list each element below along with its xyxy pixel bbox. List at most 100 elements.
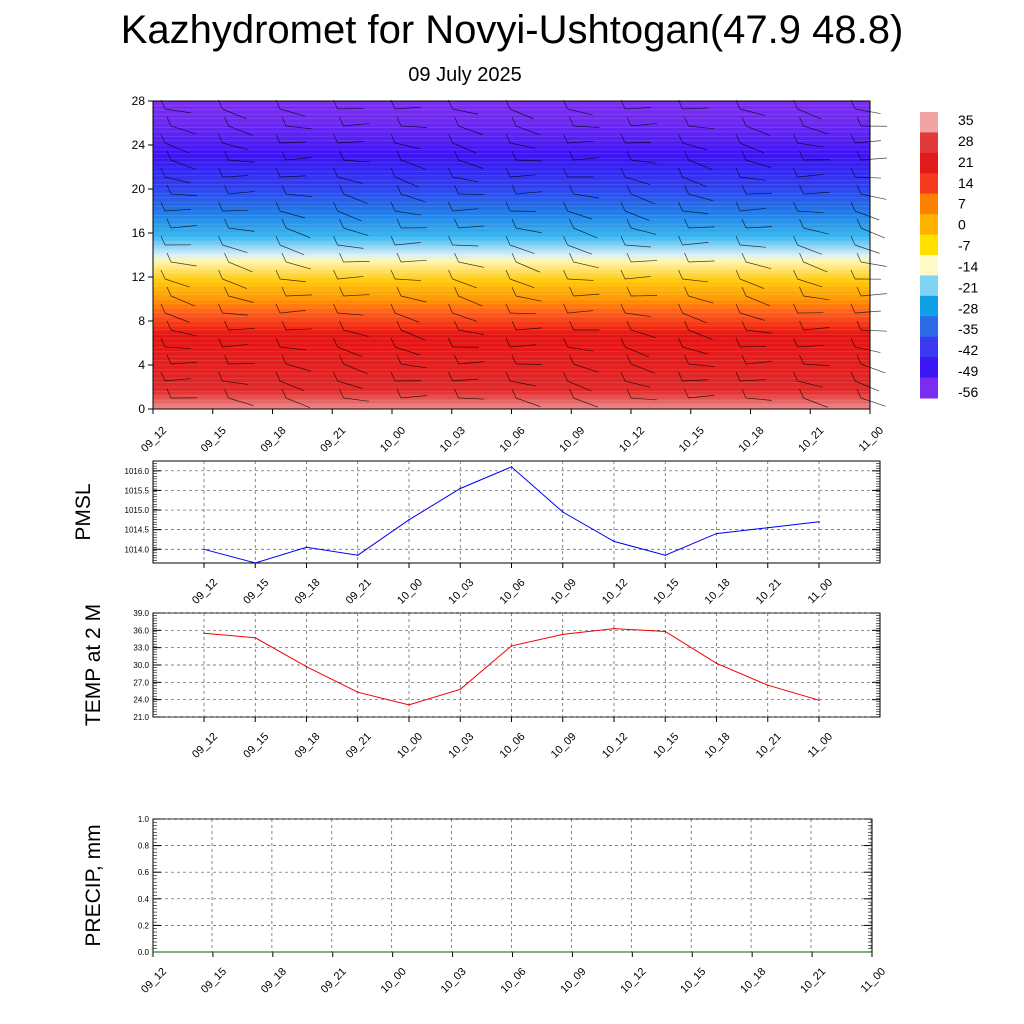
wind-barb — [573, 193, 600, 199]
wind-barb — [803, 227, 829, 235]
chart-title: Kazhydromet for Novyi-Ushtogan(47.9 48.8… — [120, 8, 904, 52]
colorbar-swatch — [920, 214, 938, 236]
wind-barb — [343, 329, 369, 337]
wind-barb-flag — [678, 133, 683, 144]
data-point — [715, 532, 718, 535]
wind-barb — [630, 227, 657, 235]
colorbar-label: -42 — [958, 342, 978, 358]
wind-barb — [452, 176, 479, 183]
x-tick-label: 10_09 — [558, 966, 588, 996]
wind-barb-flag — [166, 252, 172, 263]
wind-barb-flag — [396, 354, 402, 365]
wind-barb-flag — [569, 286, 574, 297]
wind-barb — [228, 295, 254, 303]
wind-barb-flag — [735, 167, 741, 178]
wind-barb-flag — [741, 116, 747, 127]
wind-barb-flag — [224, 286, 229, 297]
y-tick-label: 36.0 — [133, 626, 149, 635]
wind-barb — [803, 397, 828, 408]
wind-barb — [343, 261, 370, 263]
wind-barb-flag — [620, 371, 626, 382]
wind-barb-flag — [684, 320, 689, 331]
wind-barb — [624, 312, 651, 317]
wind-barb — [285, 227, 311, 239]
wind-barb — [688, 295, 714, 304]
x-tick-label: 10_09 — [549, 731, 579, 761]
wind-barb-flag — [396, 320, 402, 331]
wind-barb — [854, 108, 881, 114]
wind-barb-flag — [793, 371, 798, 382]
wind-barb-flag — [684, 150, 689, 161]
wind-barb — [343, 397, 370, 402]
data-point — [715, 662, 718, 665]
wind-barb — [509, 108, 535, 120]
wind-barb — [797, 142, 824, 148]
wind-barb — [170, 261, 197, 267]
wind-barb-flag — [626, 388, 632, 399]
wind-barb-flag — [160, 269, 166, 280]
wind-barb-flag — [511, 150, 517, 161]
wind-barb — [285, 193, 312, 198]
wind-barb — [860, 397, 886, 407]
wind-barb — [688, 329, 713, 341]
x-tick-label: 11_00 — [859, 966, 889, 996]
y-tick-label: 20 — [132, 182, 146, 196]
wind-barb-flag — [620, 303, 626, 314]
wind-barb — [624, 176, 650, 185]
wind-barb-flag — [511, 354, 517, 365]
y-tick-label: 30.0 — [133, 661, 149, 670]
wind-barb-flag — [620, 269, 626, 280]
wind-barb — [573, 157, 600, 161]
data-point — [459, 487, 462, 490]
y-axis-label: PMSL — [72, 483, 95, 540]
wind-barb-flag — [166, 354, 172, 365]
wind-barb-flag — [511, 218, 517, 229]
y-tick-label: 8 — [138, 314, 145, 328]
wind-barb — [624, 380, 651, 388]
wind-barb — [279, 210, 306, 219]
colorbar-label: 28 — [958, 133, 974, 149]
wind-barb-flag — [620, 201, 626, 212]
wind-barb-flag — [856, 184, 862, 195]
data-point — [305, 546, 308, 549]
wind-barb — [515, 191, 542, 195]
wind-barb — [337, 312, 364, 316]
wind-barb — [164, 278, 190, 288]
wind-barb-flag — [166, 388, 172, 399]
colorbar-label: -14 — [958, 258, 978, 274]
data-point — [331, 951, 334, 953]
wind-barb-flag — [626, 354, 632, 365]
wind-barb — [170, 193, 197, 196]
wind-barb — [573, 125, 600, 128]
wind-barb — [400, 159, 426, 170]
wind-barb-flag — [511, 116, 517, 127]
wind-barb-flag — [339, 150, 344, 161]
data-point — [631, 951, 634, 953]
data-point — [203, 632, 205, 635]
wind-barb — [228, 159, 255, 163]
data-point — [391, 951, 394, 953]
wind-barb-flag — [563, 371, 568, 382]
wind-barb — [170, 329, 197, 337]
wind-barb-flag — [339, 354, 344, 365]
x-tick-label: 09_21 — [344, 731, 374, 761]
wind-barb-flag — [799, 320, 804, 331]
wind-barb — [567, 140, 594, 144]
wind-barb — [567, 310, 594, 314]
wind-barb — [285, 363, 312, 372]
wind-barb — [860, 227, 886, 239]
wind-barb-flag — [850, 201, 856, 212]
wind-barb — [343, 363, 368, 375]
colorbar-swatch — [920, 112, 938, 133]
y-axis-label: TEMP at 2 M — [82, 604, 105, 726]
wind-barb-flag — [448, 269, 453, 280]
wind-barb-flag — [684, 252, 689, 263]
y-tick-label: 0.6 — [138, 868, 150, 877]
colorbar-label: 7 — [958, 196, 966, 212]
wind-barb-flag — [339, 320, 344, 331]
wind-barb-flag — [856, 150, 862, 161]
x-tick-label: 10_00 — [395, 731, 425, 761]
wind-barb — [739, 345, 766, 348]
precip-plot: 0.0 0.2 0.4 0.6 0.8 1.0 09_12 09_15 09_18 09_21 10… — [82, 815, 888, 996]
colorbar-label: 35 — [958, 112, 974, 128]
